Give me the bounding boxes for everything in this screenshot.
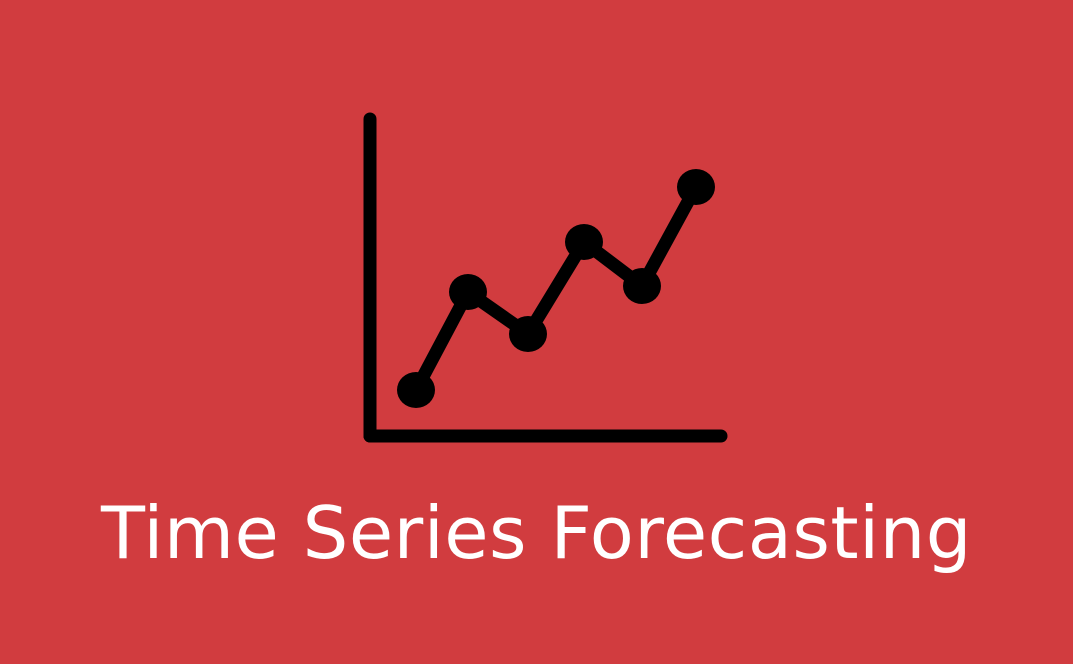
data-point-icon xyxy=(397,372,435,408)
data-point-icon xyxy=(623,268,661,304)
data-points-icon xyxy=(397,169,715,408)
trend-line-icon xyxy=(409,180,703,397)
data-point-icon xyxy=(509,316,547,352)
chart-axes-icon xyxy=(363,112,728,443)
data-point-icon xyxy=(677,169,715,205)
data-point-icon xyxy=(449,274,487,310)
data-point-icon xyxy=(565,224,603,260)
page-title: Time Series Forecasting xyxy=(101,491,972,575)
